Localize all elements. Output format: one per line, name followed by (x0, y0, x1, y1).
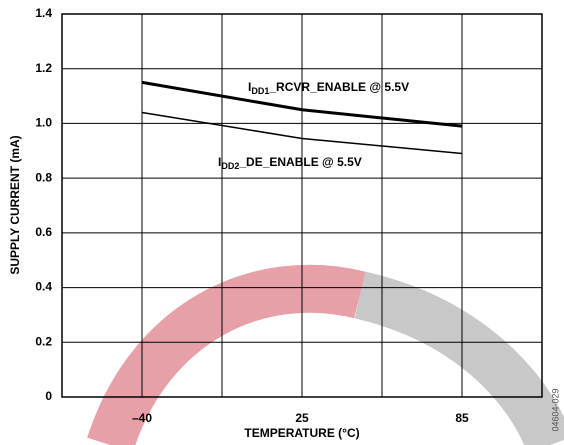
x-tick-label: 85 (455, 411, 469, 425)
watermark (110, 289, 550, 445)
figure-id: 04604-029 (550, 388, 560, 431)
series-label-rest: _RCVR_ENABLE @ 5.5V (268, 80, 409, 94)
y-axis-label: SUPPLY CURRENT (mA) (8, 135, 22, 274)
y-tick-label: 0.8 (35, 170, 52, 184)
y-tick-label: 1.0 (35, 116, 52, 130)
y-tick-label: 0.4 (35, 280, 52, 294)
y-tick-label: 0.6 (35, 225, 52, 239)
y-tick-label: 0 (45, 389, 52, 403)
y-tick-label: 1.4 (35, 6, 52, 20)
y-tick-label: 1.2 (35, 61, 52, 75)
chart: TEMPERATURE (°C) SUPPLY CURRENT (mA) 046… (0, 0, 564, 445)
series-label: IDD2_DE_ENABLE @ 5.5V (218, 155, 362, 171)
x-tick-label: –40 (132, 411, 152, 425)
series-label-rest: _DE_ENABLE @ 5.5V (238, 155, 361, 169)
series-label-sub: DD2 (221, 161, 239, 171)
x-tick-label: 25 (295, 411, 309, 425)
x-axis-label: TEMPERATURE (°C) (244, 426, 359, 440)
y-tick-label: 0.2 (35, 334, 52, 348)
series-label: IDD1_RCVR_ENABLE @ 5.5V (248, 80, 409, 96)
series-label-sub: DD1 (251, 86, 269, 96)
